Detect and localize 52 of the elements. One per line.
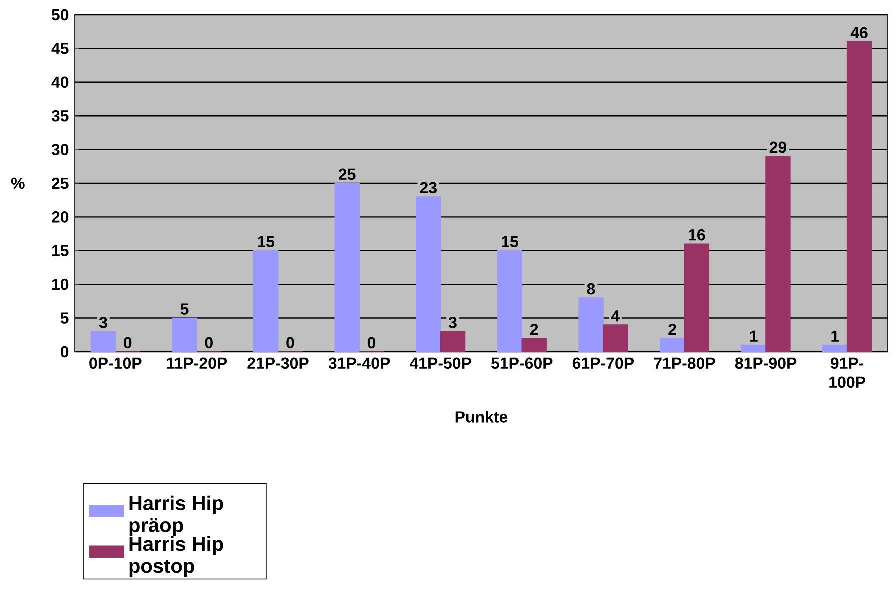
data-label: 2 xyxy=(530,324,538,336)
y-tick-label: 25 xyxy=(52,178,69,190)
y-tick-label: 0 xyxy=(61,346,69,358)
y-tick-label: 40 xyxy=(52,76,69,88)
x-tick-label: 0P-10P xyxy=(90,358,142,370)
data-label: 0 xyxy=(286,337,294,349)
x-tick-label: 71P-80P xyxy=(654,358,716,370)
y-tick-label: 45 xyxy=(52,43,69,54)
legend-label: Harris Hip präop xyxy=(130,496,224,536)
data-label: 2 xyxy=(668,324,676,336)
data-label: 23 xyxy=(420,182,437,194)
y-tick-label: 15 xyxy=(52,245,69,256)
y-tick-label: 35 xyxy=(52,110,69,122)
x-axis-title: Punkte xyxy=(456,411,508,423)
data-label: 0 xyxy=(205,337,213,349)
bar xyxy=(416,196,442,352)
bar xyxy=(578,298,604,352)
x-tick-label: 41P-50P xyxy=(410,358,472,370)
x-tick-label: 21P-30P xyxy=(248,358,309,370)
y-tick-label: 10 xyxy=(52,278,69,290)
data-label: 0 xyxy=(124,337,132,349)
y-tick-label: 5 xyxy=(60,312,69,324)
x-tick-label: 51P-60P xyxy=(492,358,553,370)
data-label: 3 xyxy=(448,317,457,328)
y-axis-title: % xyxy=(11,178,25,190)
x-tick-label: 11P-20P xyxy=(167,358,228,370)
x-tick-label: 61P-70P xyxy=(572,358,634,370)
y-tick-label: 20 xyxy=(52,212,69,223)
data-label: 15 xyxy=(502,236,518,248)
data-label: 29 xyxy=(770,142,787,154)
data-label: 4 xyxy=(611,310,620,322)
y-tick-label: 50 xyxy=(52,9,69,21)
bar xyxy=(660,338,686,352)
data-label: 46 xyxy=(850,27,868,39)
y-tick-label: 30 xyxy=(52,144,69,156)
data-label: 16 xyxy=(689,229,706,241)
bar xyxy=(766,156,791,352)
data-label: 25 xyxy=(339,168,356,180)
x-tick-label: 91P-100P xyxy=(830,358,866,388)
x-tick-label: 81P-90P xyxy=(735,358,797,370)
x-tick-label: 31P-40P xyxy=(328,358,390,370)
data-label: 15 xyxy=(258,236,274,248)
bar xyxy=(440,331,466,352)
data-label: 3 xyxy=(99,317,108,328)
data-label: 5 xyxy=(180,304,189,315)
data-label: 8 xyxy=(587,283,596,295)
data-label: 1 xyxy=(750,330,758,342)
bar xyxy=(603,324,628,352)
data-label: 1 xyxy=(832,330,840,342)
bar xyxy=(90,331,116,352)
legend-label: Harris Hip postop xyxy=(130,536,224,578)
data-label: 0 xyxy=(368,337,376,349)
